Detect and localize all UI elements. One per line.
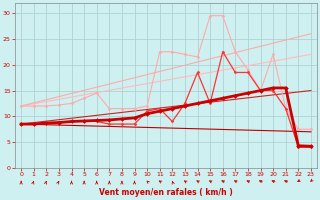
X-axis label: Vent moyen/en rafales ( km/h ): Vent moyen/en rafales ( km/h )	[99, 188, 233, 197]
